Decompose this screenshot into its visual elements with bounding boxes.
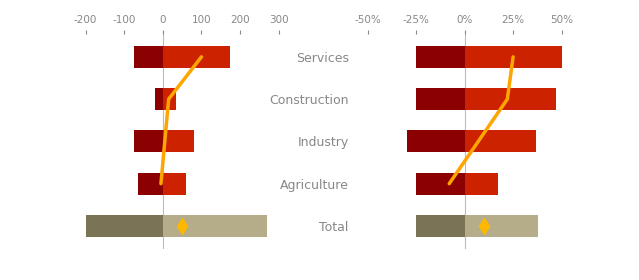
- Bar: [465, 215, 538, 237]
- Bar: [416, 46, 465, 68]
- Bar: [163, 173, 186, 195]
- Bar: [134, 46, 163, 68]
- Bar: [163, 130, 194, 152]
- Bar: [134, 130, 163, 152]
- Bar: [155, 88, 163, 110]
- Bar: [416, 215, 465, 237]
- Bar: [465, 173, 498, 195]
- Bar: [163, 46, 231, 68]
- Bar: [465, 46, 562, 68]
- Bar: [406, 130, 465, 152]
- Bar: [416, 88, 465, 110]
- Bar: [416, 173, 465, 195]
- Bar: [465, 130, 536, 152]
- Bar: [465, 88, 556, 110]
- Bar: [163, 88, 176, 110]
- Bar: [138, 173, 163, 195]
- Bar: [163, 215, 267, 237]
- Bar: [86, 215, 163, 237]
